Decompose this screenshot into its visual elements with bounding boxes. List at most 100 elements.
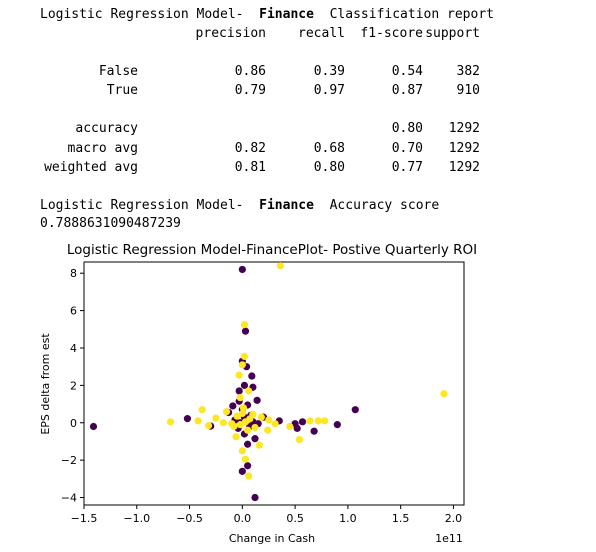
row-label: False — [98, 64, 138, 79]
row-precision: 0.81 — [234, 160, 266, 175]
scatter-point-class-1 — [198, 406, 206, 414]
accuracy-score-prefix: Logistic Regression Model- — [40, 198, 244, 213]
y-tick-label: 6 — [70, 305, 77, 318]
scatter-point-class-0 — [238, 467, 246, 475]
accuracy-support: 1292 — [448, 121, 480, 136]
scatter-point-class-1 — [228, 420, 236, 428]
row-support: 382 — [456, 64, 480, 79]
scatter-point-class-0 — [253, 396, 261, 404]
scatter-point-class-1 — [295, 435, 303, 444]
points-layer — [89, 262, 448, 502]
scatter-point-class-0 — [240, 381, 249, 389]
accuracy-score-header: Logistic Regression Model- Finance Accur… — [40, 197, 439, 215]
row-f1: 0.87 — [391, 83, 423, 98]
accuracy-label: accuracy — [75, 121, 138, 136]
scatter-point-class-1 — [306, 417, 314, 425]
y-tick-label: 8 — [70, 267, 77, 280]
scatter-point-class-1 — [194, 417, 202, 425]
scatter-point-class-1 — [440, 390, 448, 398]
col-precision: precision — [195, 26, 266, 41]
row-recall: 0.97 — [313, 83, 345, 98]
scatter-point-class-1 — [321, 417, 329, 425]
scatter-point-class-1 — [244, 426, 252, 434]
scatter-point-class-1 — [232, 433, 240, 441]
y-tick-label: 2 — [70, 379, 77, 392]
col-recall: recall — [298, 26, 345, 41]
scatter-point-class-1 — [212, 414, 220, 422]
x-offset-label: 1e11 — [435, 532, 463, 545]
report-header-prefix: Logistic Regression Model- — [40, 7, 244, 22]
row-label: macro avg — [67, 141, 138, 156]
scatter-point-class-0 — [351, 406, 359, 414]
report-row: False 0.86 0.39 0.54 382 — [40, 63, 480, 81]
x-tick-label: 1.0 — [339, 512, 357, 525]
accuracy-f1: 0.80 — [391, 121, 423, 136]
scatter-point-class-1 — [286, 422, 294, 431]
scatter-point-class-0 — [310, 427, 318, 435]
accuracy-score-value: 0.7888631090487239 — [40, 216, 181, 231]
scatter-point-class-1 — [255, 441, 263, 449]
report-accuracy-row: accuracy 0.80 1292 — [40, 120, 480, 138]
scatter-point-class-1 — [236, 393, 244, 402]
scatter-point-class-1 — [245, 472, 253, 480]
x-tick-label: 2.0 — [445, 512, 463, 525]
scatter-point-class-1 — [222, 407, 231, 416]
row-label: weighted avg — [44, 160, 138, 175]
x-tick-label: −1.5 — [71, 512, 98, 525]
scatter-point-class-1 — [219, 419, 227, 427]
scatter-point-class-1 — [314, 417, 322, 425]
scatter-point-class-1 — [204, 421, 213, 430]
col-support: support — [425, 26, 480, 41]
report-header-bold: Finance — [259, 7, 314, 22]
scatter-point-class-0 — [251, 435, 259, 443]
scatter-point-class-1 — [241, 455, 250, 463]
scatter-point-class-1 — [166, 418, 175, 426]
scatter-point-class-1 — [236, 421, 244, 429]
scatter-point-class-1 — [271, 420, 279, 428]
y-tick-label: −4 — [61, 492, 77, 505]
scatter-point-class-1 — [233, 412, 241, 420]
scatter-point-class-0 — [251, 493, 259, 502]
x-axis-label: Change in Cash — [229, 532, 315, 545]
scatter-point-class-1 — [246, 415, 254, 423]
scatter-point-class-1 — [251, 423, 259, 432]
row-f1: 0.77 — [391, 160, 423, 175]
scatter-point-class-1 — [276, 262, 284, 270]
scatter-point-class-1 — [235, 371, 243, 379]
y-axis: −4 −2 0 2 4 6 8 — [61, 267, 84, 505]
y-tick-label: 4 — [70, 342, 77, 355]
x-tick-label: −1.0 — [123, 512, 150, 525]
report-header-suffix: Classification report — [329, 7, 494, 22]
scatter-point-class-0 — [241, 327, 250, 335]
scatter-point-class-1 — [238, 361, 246, 369]
scatter-point-class-0 — [89, 422, 98, 431]
y-tick-label: −2 — [61, 454, 77, 467]
row-support: 910 — [456, 83, 480, 98]
scatter-point-class-0 — [244, 462, 252, 470]
scatter-point-class-0 — [298, 418, 307, 426]
row-support: 1292 — [448, 141, 480, 156]
scatter-point-class-1 — [265, 416, 273, 424]
accuracy-score-bold: Finance — [259, 198, 314, 213]
scatter-point-class-1 — [240, 321, 249, 329]
scatter-point-class-0 — [235, 387, 243, 395]
scatter-point-class-0 — [333, 421, 341, 429]
report-row: True 0.79 0.97 0.87 910 — [40, 82, 480, 100]
report-header: Logistic Regression Model- Finance Class… — [40, 6, 494, 24]
accuracy-score-suffix: Accuracy score — [329, 198, 440, 213]
scatter-point-class-0 — [248, 372, 256, 380]
report-row: weighted avg 0.81 0.80 0.77 1292 — [40, 159, 480, 177]
report-columns: precision recall f1-score support — [40, 25, 480, 43]
x-tick-label: 1.5 — [392, 512, 410, 525]
y-tick-label: 0 — [70, 417, 77, 430]
scatter-point-class-0 — [238, 265, 246, 274]
scatter-point-class-1 — [240, 352, 249, 360]
row-recall: 0.68 — [313, 141, 345, 156]
scatter-chart: Logistic Regression Model-FinancePlot- P… — [39, 242, 477, 545]
row-recall: 0.39 — [313, 64, 345, 79]
x-tick-label: 0.0 — [234, 512, 252, 525]
x-tick-label: −0.5 — [176, 512, 203, 525]
row-precision: 0.82 — [234, 141, 266, 156]
scatter-point-class-1 — [264, 426, 272, 434]
x-axis: −1.5 −1.0 −0.5 0.0 0.5 1.0 1.5 2.0 — [71, 505, 463, 525]
